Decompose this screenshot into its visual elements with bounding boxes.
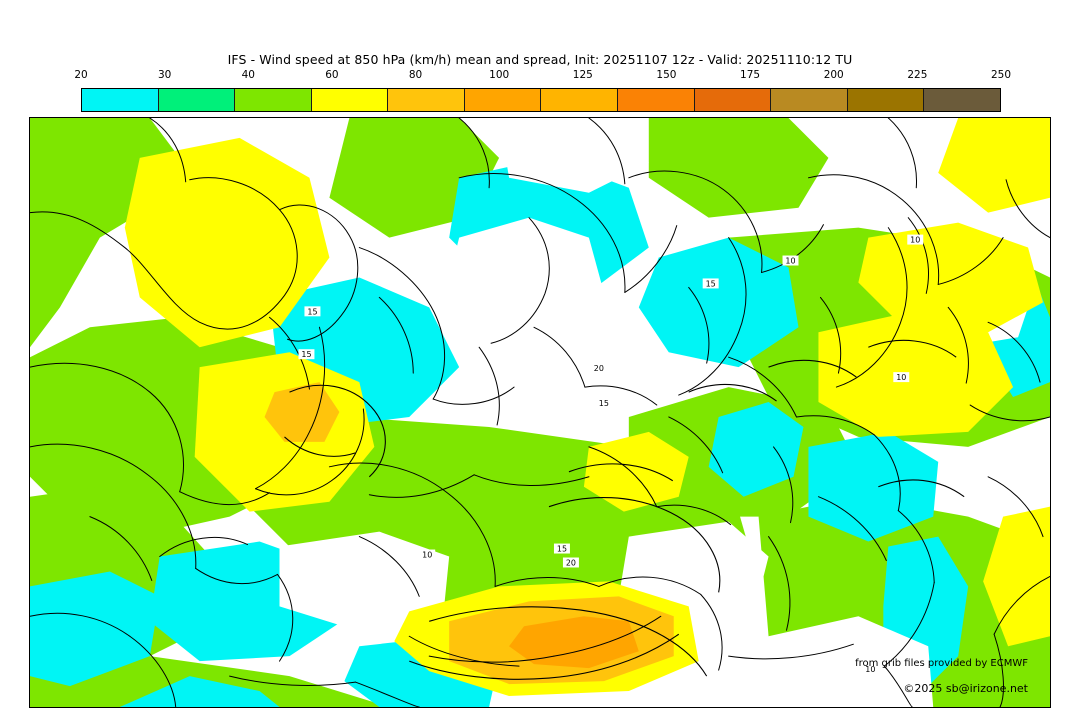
map-panel[interactable]: 15 15 15 20 15 10 20 10 10 10 15 10 from… [29, 117, 1051, 708]
svg-text:15: 15 [599, 399, 609, 408]
colorbar-tick-4: 80 [408, 69, 423, 81]
fill-cyan-left-lower [30, 571, 160, 687]
map-field-svg: 15 15 15 20 15 10 20 10 10 10 15 10 [30, 118, 1050, 707]
wind-speed-filled-contours [30, 118, 1050, 707]
colorbar-tick-3: 60 [325, 69, 339, 81]
colorbar-tick-11: 250 [990, 69, 1012, 81]
contour-label-15b: 15 [298, 349, 315, 359]
svg-text:10: 10 [422, 551, 432, 560]
colorbar-segment-11 [924, 89, 1000, 111]
colorbar-tick-9: 200 [823, 69, 844, 81]
spread-contours [284, 339, 965, 680]
svg-text:20: 20 [566, 558, 576, 567]
colorbar-segment-6 [541, 89, 619, 111]
contour-label-10e: 10 [862, 664, 879, 674]
colorbar-segment-3 [311, 89, 389, 111]
fill-cyan-east1 [638, 237, 799, 368]
fill-white-north [499, 118, 649, 193]
fill-yellow-far-right-lower [983, 506, 1050, 647]
contour-label-10a: 10 [419, 549, 436, 560]
svg-text:10: 10 [896, 373, 906, 382]
fill-yellow-nw [124, 137, 330, 348]
contour-label-10d: 10 [782, 255, 799, 266]
colorbar-tick-labels: 20 30 40 60 80 100 125 150 175 200 225 2… [74, 69, 1011, 83]
coastlines [30, 118, 1050, 707]
page-title: IFS - Wind speed at 850 hPa (km/h) mean … [227, 52, 853, 67]
colorbar-gradient [81, 88, 1001, 112]
contour-label-15a: 15 [304, 306, 321, 316]
fill-white-nw-gap [449, 217, 604, 323]
fill-white-mid [279, 531, 450, 632]
fill-green-upper-right [648, 118, 829, 218]
contour-label-15e: 15 [702, 278, 719, 288]
fill-gold-small-nw [264, 382, 340, 442]
fill-yellow-east [818, 312, 1014, 437]
colorbar-segment-0 [82, 89, 159, 111]
colorbar-segment-1 [158, 89, 236, 111]
contour-label-15c: 15 [595, 398, 612, 408]
colorbar [81, 88, 1001, 112]
svg-text:15: 15 [706, 279, 716, 288]
colorbar-segment-2 [235, 89, 312, 111]
colorbar-tick-7: 150 [656, 69, 677, 81]
fill-cyan-east2 [808, 431, 939, 542]
fill-cyan-mid-right-strip [708, 402, 804, 497]
fill-white-se [768, 616, 934, 707]
contour-label-10b: 10 [907, 234, 924, 245]
colorbar-tick-1: 30 [157, 69, 172, 81]
contour-label-20b: 20 [562, 557, 579, 567]
colorbar-tick-8: 175 [740, 69, 761, 81]
fill-cyan-bottom-left [119, 676, 280, 707]
colorbar-segment-7 [618, 89, 695, 111]
colorbar-tick-2: 40 [241, 69, 255, 81]
colorbar-segment-4 [388, 89, 465, 111]
colorbar-segment-5 [464, 89, 542, 111]
colorbar-segment-8 [694, 89, 772, 111]
fill-yellow-east2 [858, 222, 1044, 333]
colorbar-segment-10 [847, 89, 925, 111]
contour-label-20a: 20 [590, 363, 607, 373]
fill-yellow-top-right [938, 118, 1050, 213]
colorbar-tick-10: 225 [907, 69, 928, 81]
svg-text:15: 15 [301, 350, 311, 359]
svg-text:10: 10 [785, 257, 795, 266]
svg-text:15: 15 [307, 307, 317, 316]
colorbar-tick-0: 20 [74, 69, 88, 81]
svg-text:10: 10 [910, 236, 920, 245]
contour-label-10c: 10 [893, 372, 910, 382]
svg-text:15: 15 [557, 545, 567, 554]
svg-text:20: 20 [594, 364, 604, 373]
fill-yellow-mid [583, 431, 689, 512]
fill-orange-core [509, 616, 639, 669]
contour-label-15d: 15 [553, 543, 570, 554]
colorbar-tick-6: 125 [572, 69, 593, 81]
colorbar-tick-5: 100 [489, 69, 510, 81]
colorbar-segment-9 [771, 89, 848, 111]
svg-text:10: 10 [865, 665, 875, 674]
contour-labels: 15 15 15 20 15 10 20 10 10 10 15 10 [298, 234, 924, 674]
